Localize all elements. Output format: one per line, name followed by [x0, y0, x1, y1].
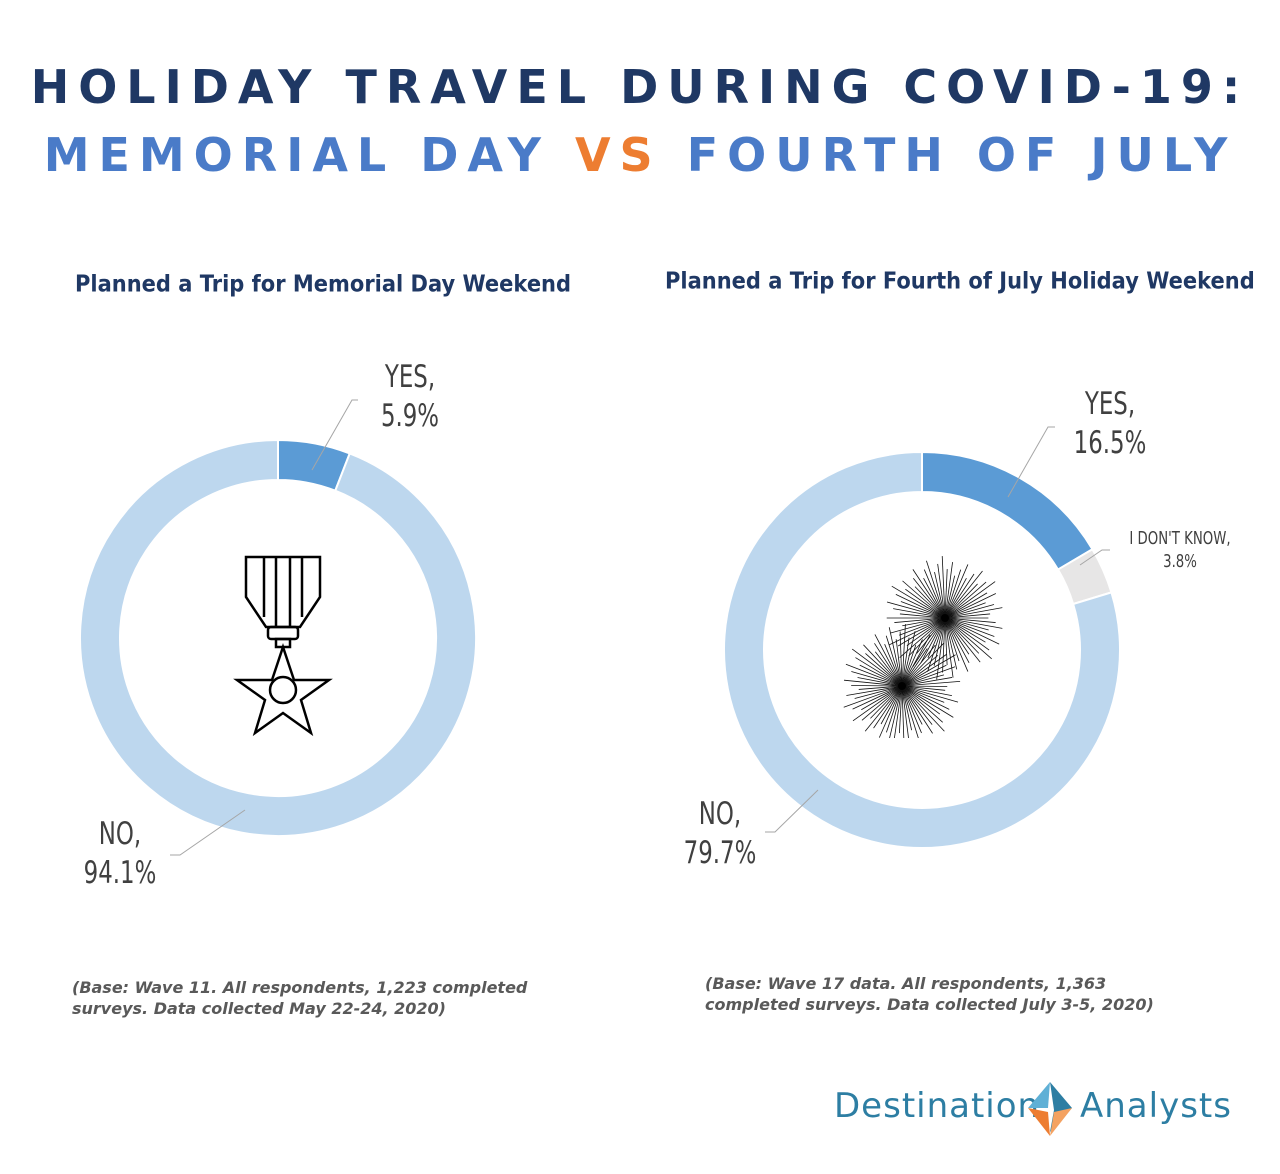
- chart1-slice-no: [79, 438, 477, 837]
- brand-diamond-icon: [1028, 1082, 1072, 1136]
- chart1-yes-value: 5.9%: [380, 397, 440, 434]
- chart2-dont-know-leader: [1079, 549, 1110, 566]
- chart2-yes-leader: [1007, 426, 1055, 498]
- subtitle-memorial-day: MEMORIAL DAY: [43, 128, 550, 182]
- chart2-yes-text: YES,: [1084, 386, 1136, 422]
- brand-right-word: Analysts: [1080, 1086, 1232, 1126]
- chart1-yes-label: YES, 5.9%: [369, 358, 451, 436]
- chart2-dont-know-label: I DON'T KNOW, 3.8%: [1119, 528, 1242, 573]
- chart2-no-value: 79.7%: [683, 834, 757, 871]
- main-title: HOLIDAY TRAVEL DURING COVID-19:: [30, 60, 1250, 114]
- main-subtitle: MEMORIAL DAY VS FOURTH OF JULY: [0, 132, 1280, 178]
- chart1-no-label: NO, 94.1%: [71, 815, 169, 893]
- memorial-day-donut-chart: [79, 438, 477, 837]
- chart1-yes-text: YES,: [384, 359, 436, 395]
- subtitle-fourth-of-july: FOURTH OF JULY: [686, 128, 1237, 182]
- chart1-no-value: 94.1%: [83, 854, 157, 891]
- subtitle-vs: VS: [574, 128, 662, 182]
- chart1-yes-leader: [311, 399, 358, 471]
- destination-analysts-logo: Destination Analysts: [834, 1080, 1244, 1140]
- medal-icon: [233, 555, 333, 737]
- firework-burst: [843, 624, 961, 738]
- chart1-base-note: (Base: Wave 11. All respondents, 1,223 c…: [72, 978, 528, 1018]
- chart2-slice-no: [723, 450, 1121, 849]
- chart2-no-text: NO,: [698, 796, 742, 832]
- fireworks-icon: [843, 556, 1003, 738]
- chart2-dont-know-value: 3.8%: [1163, 550, 1197, 572]
- chart2-no-leader: [765, 789, 819, 833]
- chart2-no-label: NO, 79.7%: [671, 795, 769, 873]
- fourth-of-july-donut-chart: [723, 450, 1121, 849]
- brand-left-word: Destination: [834, 1086, 1041, 1126]
- chart1-title: Planned a Trip for Memorial Day Weekend: [75, 270, 572, 297]
- chart2-yes-value: 16.5%: [1073, 424, 1147, 461]
- chart1-no-leader: [170, 809, 246, 856]
- chart2-yes-label: YES, 16.5%: [1065, 385, 1155, 463]
- chart2-title: Planned a Trip for Fourth of July Holida…: [665, 267, 1255, 294]
- chart2-dont-know-text: I DON'T KNOW,: [1129, 528, 1231, 549]
- chart1-no-text: NO,: [98, 816, 142, 852]
- chart2-base-note: (Base: Wave 17 data. All respondents, 1,…: [705, 974, 1154, 1014]
